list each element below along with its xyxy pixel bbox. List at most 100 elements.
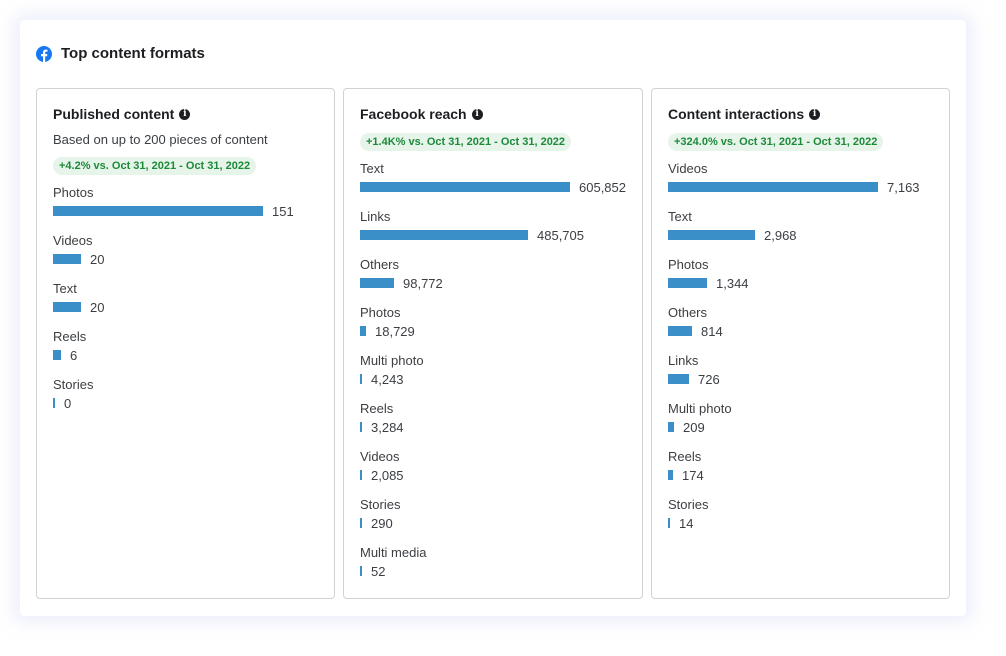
bar — [360, 230, 528, 240]
bar-row: Photos 18,729 — [360, 305, 626, 353]
bar-row: Stories 0 — [53, 377, 318, 425]
panel-subtitle: Based on up to 200 pieces of content — [53, 132, 268, 147]
bar-line: 14 — [668, 515, 693, 531]
bar-row: Videos 7,163 — [668, 161, 933, 209]
bar-row: Links 485,705 — [360, 209, 626, 257]
panel-published-content: Published content i Based on up to 200 p… — [36, 88, 335, 599]
bar — [360, 566, 362, 576]
panel-content-interactions: Content interactions i +324.0% vs. Oct 3… — [651, 88, 950, 599]
comparison-badge: +324.0% vs. Oct 31, 2021 - Oct 31, 2022 — [668, 133, 884, 151]
bar-value: 6 — [70, 347, 78, 363]
bar-label: Multi photo — [668, 401, 732, 416]
bar-line: 151 — [53, 203, 294, 219]
bar — [668, 326, 692, 336]
bar-value: 20 — [90, 299, 105, 315]
bar-value: 7,163 — [887, 179, 920, 195]
bar — [53, 206, 263, 216]
bar-label: Links — [668, 353, 699, 368]
bar-value: 1,344 — [716, 275, 749, 291]
bar-row: Others 814 — [668, 305, 933, 353]
bar — [668, 374, 689, 384]
bar-label: Videos — [53, 233, 93, 248]
bar-label: Multi media — [360, 545, 427, 560]
bar-label: Others — [360, 257, 400, 272]
bar-row: Multi photo 209 — [668, 401, 933, 449]
info-icon[interactable]: i — [179, 108, 191, 120]
bar-value: 2,085 — [371, 467, 404, 483]
bar-value: 14 — [679, 515, 694, 531]
bar — [360, 518, 362, 528]
bar-line: 4,243 — [360, 371, 404, 387]
bar-line: 52 — [360, 563, 385, 579]
bar-label: Photos — [53, 185, 94, 200]
bar-line: 814 — [668, 323, 723, 339]
bar-line: 0 — [53, 395, 71, 411]
bar-label: Links — [360, 209, 391, 224]
bar-value: 2,968 — [764, 227, 797, 243]
bar-row: Stories 290 — [360, 497, 626, 545]
bar — [668, 422, 674, 432]
bar-row: Multi media 52 — [360, 545, 626, 593]
bar-line: 2,085 — [360, 467, 404, 483]
bar-row: Multi photo 4,243 — [360, 353, 626, 401]
panel-title: Content interactions — [668, 106, 805, 122]
bar-row: Others 98,772 — [360, 257, 626, 305]
bar-row: Reels 174 — [668, 449, 933, 497]
bar — [668, 278, 707, 288]
bar-label: Stories — [53, 377, 94, 392]
bar-value: 726 — [698, 371, 720, 387]
info-icon[interactable]: i — [471, 108, 483, 120]
bar-label: Text — [360, 161, 384, 176]
bar-value: 20 — [90, 251, 105, 267]
bar-label: Videos — [360, 449, 400, 464]
bar-line: 98,772 — [360, 275, 443, 291]
bar-list: Videos 7,163 Text 2,968 Photos 1,344 Others 814… — [668, 161, 933, 545]
bar-label: Videos — [668, 161, 708, 176]
bar-line: 6 — [53, 347, 77, 363]
bar-line: 7,163 — [668, 179, 920, 195]
bar-value: 52 — [371, 563, 386, 579]
bar-value: 605,852 — [579, 179, 626, 195]
info-icon[interactable]: i — [809, 108, 821, 120]
bar — [360, 470, 362, 480]
bar-row: Text 2,968 — [668, 209, 933, 257]
bar-value: 209 — [683, 419, 705, 435]
bar-label: Others — [668, 305, 708, 320]
panel-title: Published content — [53, 106, 175, 122]
bar-row: Photos 1,344 — [668, 257, 933, 305]
bar-line: 174 — [668, 467, 704, 483]
top-content-formats-card: Top content formats Published content i … — [20, 20, 966, 616]
comparison-badge: +1.4K% vs. Oct 31, 2021 - Oct 31, 2022 — [360, 133, 572, 151]
panel-facebook-reach: Facebook reach i +1.4K% vs. Oct 31, 2021… — [343, 88, 643, 599]
card-title: Top content formats — [61, 45, 205, 62]
bar-line: 18,729 — [360, 323, 415, 339]
panel-header: Facebook reach i — [360, 106, 483, 122]
bar — [668, 182, 878, 192]
bar-value: 485,705 — [537, 227, 584, 243]
bar-label: Photos — [668, 257, 709, 272]
bar-row: Text 20 — [53, 281, 318, 329]
bar-value: 3,284 — [371, 419, 404, 435]
bar-label: Reels — [360, 401, 394, 416]
bar — [668, 230, 755, 240]
bar-list: Photos 151 Videos 20 Text 20 Reels 6 Stories 0 — [53, 185, 318, 425]
bar — [53, 254, 81, 264]
bar-list: Text 605,852 Links 485,705 Others 98,772 Photo… — [360, 161, 626, 593]
bar-line: 1,344 — [668, 275, 749, 291]
bar-label: Photos — [360, 305, 401, 320]
comparison-badge: +4.2% vs. Oct 31, 2021 - Oct 31, 2022 — [53, 157, 257, 175]
bar-label: Reels — [668, 449, 702, 464]
bar-row: Reels 6 — [53, 329, 318, 377]
bar — [53, 350, 61, 360]
bar-line: 20 — [53, 299, 104, 315]
bar-line: 726 — [668, 371, 720, 387]
bar — [360, 374, 362, 384]
bar-value: 151 — [272, 203, 294, 219]
bar-row: Videos 2,085 — [360, 449, 626, 497]
panel-title: Facebook reach — [360, 106, 467, 122]
bar-row: Reels 3,284 — [360, 401, 626, 449]
bar-line: 2,968 — [668, 227, 797, 243]
bar — [53, 302, 81, 312]
bar-value: 290 — [371, 515, 393, 531]
bar-row: Stories 14 — [668, 497, 933, 545]
